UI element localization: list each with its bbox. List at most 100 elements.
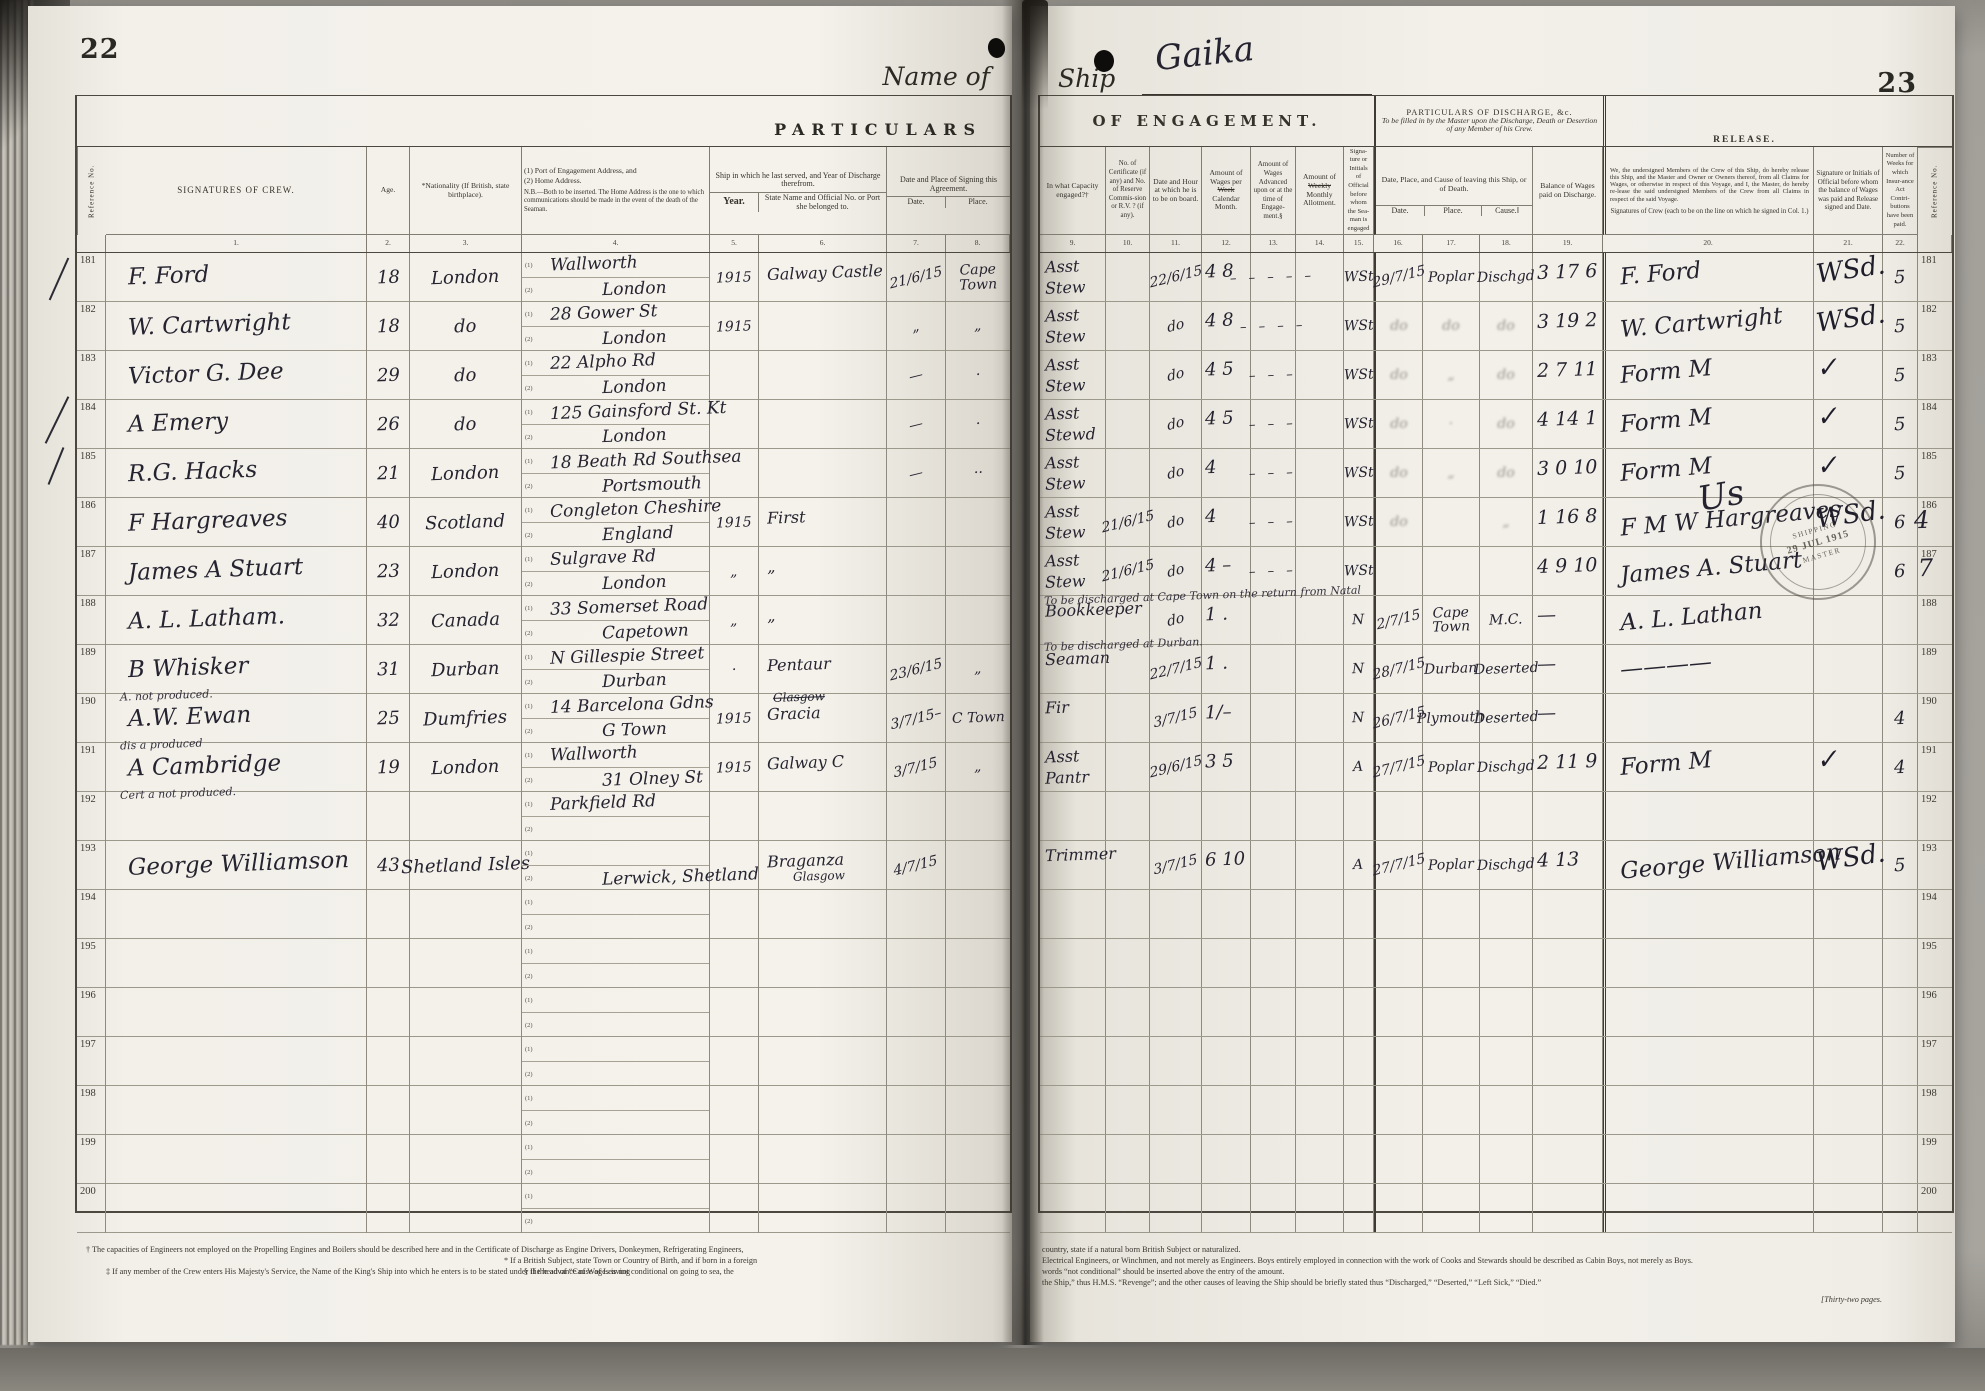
last-ship-port: Glasgow <box>792 868 846 884</box>
home-address-line: (2) London <box>522 376 709 400</box>
leaving-cause-cell: „ <box>1480 498 1533 546</box>
advanced-cell <box>1251 890 1296 938</box>
last-ship-cell <box>759 890 887 939</box>
signing-date-cell: 23/6/15 <box>887 645 946 694</box>
wages-amount: 1/– <box>1204 701 1232 724</box>
official-engaged-cell: N <box>1344 645 1374 693</box>
col-number: 20. <box>1603 235 1814 252</box>
balance-amount: — <box>1536 701 1557 725</box>
engagement-address: Sulgrave Rd <box>549 546 657 570</box>
col-number: 19. <box>1533 235 1603 252</box>
left-table-title: PARTICULARS <box>774 120 982 139</box>
year-cell: „ <box>710 547 759 596</box>
certificate-cell <box>1106 400 1150 448</box>
on-board-date: 29/6/15 <box>1148 752 1203 782</box>
certificate-cell <box>1106 890 1150 938</box>
nationality-cell: Durban <box>410 645 522 694</box>
reference-number: 188 <box>77 596 106 645</box>
engagement-row: Asst Stew do 4 8 – – – – WSt do <box>1040 299 1952 351</box>
signing-date-cell <box>887 939 946 988</box>
capacity-line2: Stewd <box>1044 424 1097 445</box>
on-board-date: 22/6/15 <box>1148 262 1203 292</box>
leaving-date-cell <box>1374 792 1423 840</box>
weeks-cell: 6 <box>1883 547 1918 595</box>
official-release-initials: WSd. <box>1814 299 1888 339</box>
on-board-date-cell: 22/6/15 <box>1148 253 1203 301</box>
on-board-date-cell: 3/7/15 <box>1150 841 1202 889</box>
signing-date-cell: 3/7/15– <box>887 694 946 743</box>
year-cell <box>710 841 759 890</box>
crew-signature: W. Cartwright <box>127 309 292 341</box>
reference-number: 195 <box>77 939 106 988</box>
nationality-cell <box>410 1135 522 1184</box>
col-official-engaged: Signa-ture or Initials of Official befor… <box>1344 147 1374 235</box>
col-number: 7. <box>887 235 946 252</box>
reference-number: 193 <box>77 841 106 890</box>
engagement-address: Wallworth <box>549 742 639 766</box>
address-cell: (1) (2) Lerwick, Shetland <box>522 841 759 890</box>
engagement-address-line: (1) <box>522 1037 709 1062</box>
signing-place-cell <box>946 1184 1010 1233</box>
engagement-row: 199 <box>1040 1135 1952 1184</box>
advanced-cell <box>1251 645 1296 693</box>
official-engaged-cell: WSt <box>1343 547 1374 595</box>
engagement-address-line: (1) 18 Beath Rd Southsea <box>522 447 742 474</box>
wages-amount: 1 . <box>1204 603 1229 626</box>
last-ship-name: First <box>766 507 806 528</box>
release-signature: Form M <box>1619 404 1714 438</box>
wages-cell <box>1202 1184 1251 1232</box>
leaving-date-cell <box>1374 988 1423 1036</box>
address-cell: (1) Congleton Cheshire (2) England <box>522 496 722 547</box>
address-cell: (1) Parkfield Rd (2) <box>522 791 710 841</box>
address-cell: (1) 28 Gower St (2) London <box>522 301 710 351</box>
col-release: We, the undersigned Members of the Crew … <box>1603 147 1814 235</box>
certificate-cell <box>1106 743 1150 791</box>
balance-amount: 2 7 11 <box>1536 357 1598 383</box>
tag-1: (1) <box>525 703 533 710</box>
crew-row: 193 George Williamson 43 Shetland Isles … <box>77 841 1010 890</box>
crew-row: 196 (1) (2) <box>77 988 1010 1037</box>
last-ship-name: Pentaur <box>766 653 832 676</box>
nationality-cell: London <box>410 253 522 302</box>
crew-row: 195 (1) (2) <box>77 939 1010 988</box>
advanced-dashes: – – – <box>1248 513 1298 531</box>
home-address-line: (2) <box>522 817 709 841</box>
reference-number-right: 181 <box>1921 255 1937 266</box>
pages-note: [Thirty-two pages. <box>1821 1295 1882 1304</box>
right-table-body: Asst Stew 22/6/15 4 8 – – – – – WSt 29/7… <box>1040 250 1952 1233</box>
leaving-cause: M.C. <box>1488 611 1523 629</box>
tag-1: (1) <box>525 458 533 465</box>
crew-signature: F Hargreaves <box>127 505 288 537</box>
certificate-cell <box>1106 645 1150 693</box>
on-board-date-cell <box>1150 939 1202 987</box>
age-value: 19 <box>376 756 400 779</box>
leaving-cause: Deserted <box>1473 659 1539 679</box>
last-ship-cell: Galway C <box>759 743 887 792</box>
home-address: London <box>601 326 667 350</box>
discharge-year: 1915 <box>715 513 753 532</box>
on-board-date-cell: do <box>1150 547 1202 595</box>
official-initials: WSt <box>1343 464 1374 482</box>
capacity-cell <box>1040 939 1106 987</box>
signing-date-cell <box>887 890 946 939</box>
wages-cell: 4 <box>1202 449 1251 497</box>
signature-cell <box>106 1184 367 1233</box>
home-address-line: (2) Durban <box>522 670 709 694</box>
tag-1: (1) <box>525 311 533 318</box>
signing-place: „ <box>974 317 982 335</box>
year-cell <box>710 1086 759 1135</box>
address-cell: (1) (2) <box>522 1184 710 1233</box>
engagement-address-line: (1) Parkfield Rd <box>522 791 709 817</box>
leaving-date-cell <box>1374 1184 1423 1232</box>
crew-row: 199 (1) (2) <box>77 1135 1010 1184</box>
col-age: Age. <box>367 147 410 235</box>
reference-number: 189 <box>77 645 106 694</box>
nationality-value: London <box>430 559 501 584</box>
age-cell <box>367 792 410 841</box>
allotment-cell <box>1296 1086 1344 1134</box>
certificate-cell <box>1106 351 1150 399</box>
signing-place: · <box>975 415 981 433</box>
certificate-cell: 21/6/15 <box>1100 498 1155 546</box>
capacity-line2: Stew <box>1044 522 1086 543</box>
wages-cell: 6 10 <box>1202 841 1251 889</box>
